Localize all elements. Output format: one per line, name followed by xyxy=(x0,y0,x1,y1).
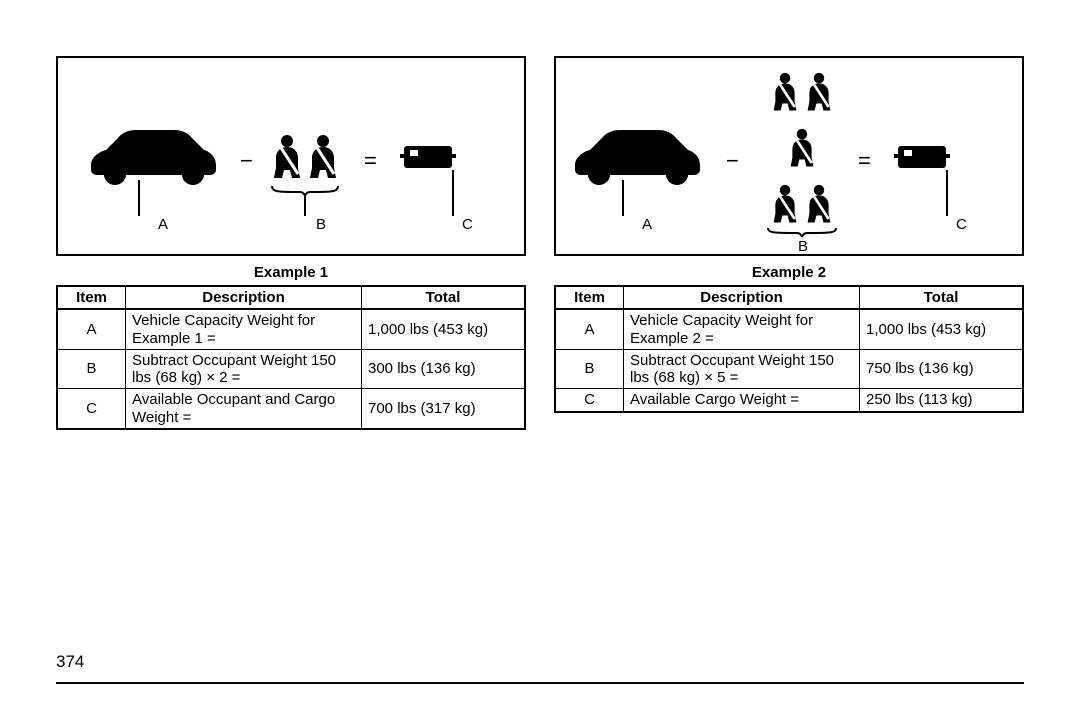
cell-desc: Available Occupant and Cargo Weight = xyxy=(126,389,362,429)
example-2-caption: Example 2 xyxy=(554,264,1024,281)
bracket-b xyxy=(766,226,838,238)
example-2-table: Item Description Total A Vehicle Capacit… xyxy=(554,285,1024,413)
car-icon xyxy=(570,130,700,185)
col-header-desc: Description xyxy=(126,286,362,309)
pointer-c xyxy=(946,170,948,216)
pointer-b xyxy=(304,196,306,216)
occupant-icon xyxy=(787,128,817,170)
table-row: B Subtract Occupant Weight 150 lbs (68 k… xyxy=(555,349,1023,389)
cell-total: 700 lbs (317 kg) xyxy=(362,389,526,429)
occupant-icon xyxy=(804,72,834,114)
col-header-item: Item xyxy=(57,286,126,309)
cell-item: C xyxy=(57,389,126,429)
pointer-c xyxy=(452,170,454,216)
cargo-icon xyxy=(400,142,456,172)
occupant-icon xyxy=(770,184,800,226)
col-header-total: Total xyxy=(362,286,526,309)
cell-desc: Vehicle Capacity Weight for Example 2 = xyxy=(624,309,860,349)
occupant-icon xyxy=(306,134,340,182)
label-c: C xyxy=(956,216,967,233)
minus-operator: − xyxy=(726,148,739,174)
label-c: C xyxy=(462,216,473,233)
table-row: A Vehicle Capacity Weight for Example 1 … xyxy=(57,309,525,349)
example-2-column: A − B = C Example 2 xyxy=(554,56,1024,430)
cell-item: B xyxy=(555,349,624,389)
table-row: A Vehicle Capacity Weight for Example 2 … xyxy=(555,309,1023,349)
example-1-column: A − B = xyxy=(56,56,526,430)
page-number: 374 xyxy=(56,652,84,672)
cell-item: A xyxy=(57,309,126,349)
car-icon xyxy=(86,130,216,185)
example-2-diagram: A − B = C xyxy=(554,56,1024,256)
label-b: B xyxy=(316,216,326,233)
equals-operator: = xyxy=(858,148,871,174)
cell-item: A xyxy=(555,309,624,349)
cell-total: 1,000 lbs (453 kg) xyxy=(362,309,526,349)
col-header-total: Total xyxy=(860,286,1024,309)
cell-desc: Vehicle Capacity Weight for Example 1 = xyxy=(126,309,362,349)
label-b: B xyxy=(798,238,808,255)
cell-item: B xyxy=(57,349,126,389)
pointer-a xyxy=(622,180,624,216)
occupant-icon xyxy=(770,72,800,114)
table-row: B Subtract Occupant Weight 150 lbs (68 k… xyxy=(57,349,525,389)
cell-total: 250 lbs (113 kg) xyxy=(860,389,1024,412)
cargo-icon xyxy=(894,142,950,172)
label-a: A xyxy=(158,216,168,233)
cell-total: 300 lbs (136 kg) xyxy=(362,349,526,389)
table-row: C Available Occupant and Cargo Weight = … xyxy=(57,389,525,429)
occupant-icon xyxy=(270,134,304,182)
cell-item: C xyxy=(555,389,624,412)
equals-operator: = xyxy=(364,148,377,174)
cell-desc: Available Cargo Weight = xyxy=(624,389,860,412)
cell-total: 1,000 lbs (453 kg) xyxy=(860,309,1024,349)
occupant-icon xyxy=(804,184,834,226)
col-header-desc: Description xyxy=(624,286,860,309)
label-a: A xyxy=(642,216,652,233)
cell-desc: Subtract Occupant Weight 150 lbs (68 kg)… xyxy=(126,349,362,389)
minus-operator: − xyxy=(240,148,253,174)
example-1-caption: Example 1 xyxy=(56,264,526,281)
example-1-diagram: A − B = xyxy=(56,56,526,256)
table-row: C Available Cargo Weight = 250 lbs (113 … xyxy=(555,389,1023,412)
page-content: A − B = xyxy=(0,0,1080,430)
cell-total: 750 lbs (136 kg) xyxy=(860,349,1024,389)
pointer-a xyxy=(138,180,140,216)
example-1-table: Item Description Total A Vehicle Capacit… xyxy=(56,285,526,430)
col-header-item: Item xyxy=(555,286,624,309)
footer-rule xyxy=(56,682,1024,684)
cell-desc: Subtract Occupant Weight 150 lbs (68 kg)… xyxy=(624,349,860,389)
